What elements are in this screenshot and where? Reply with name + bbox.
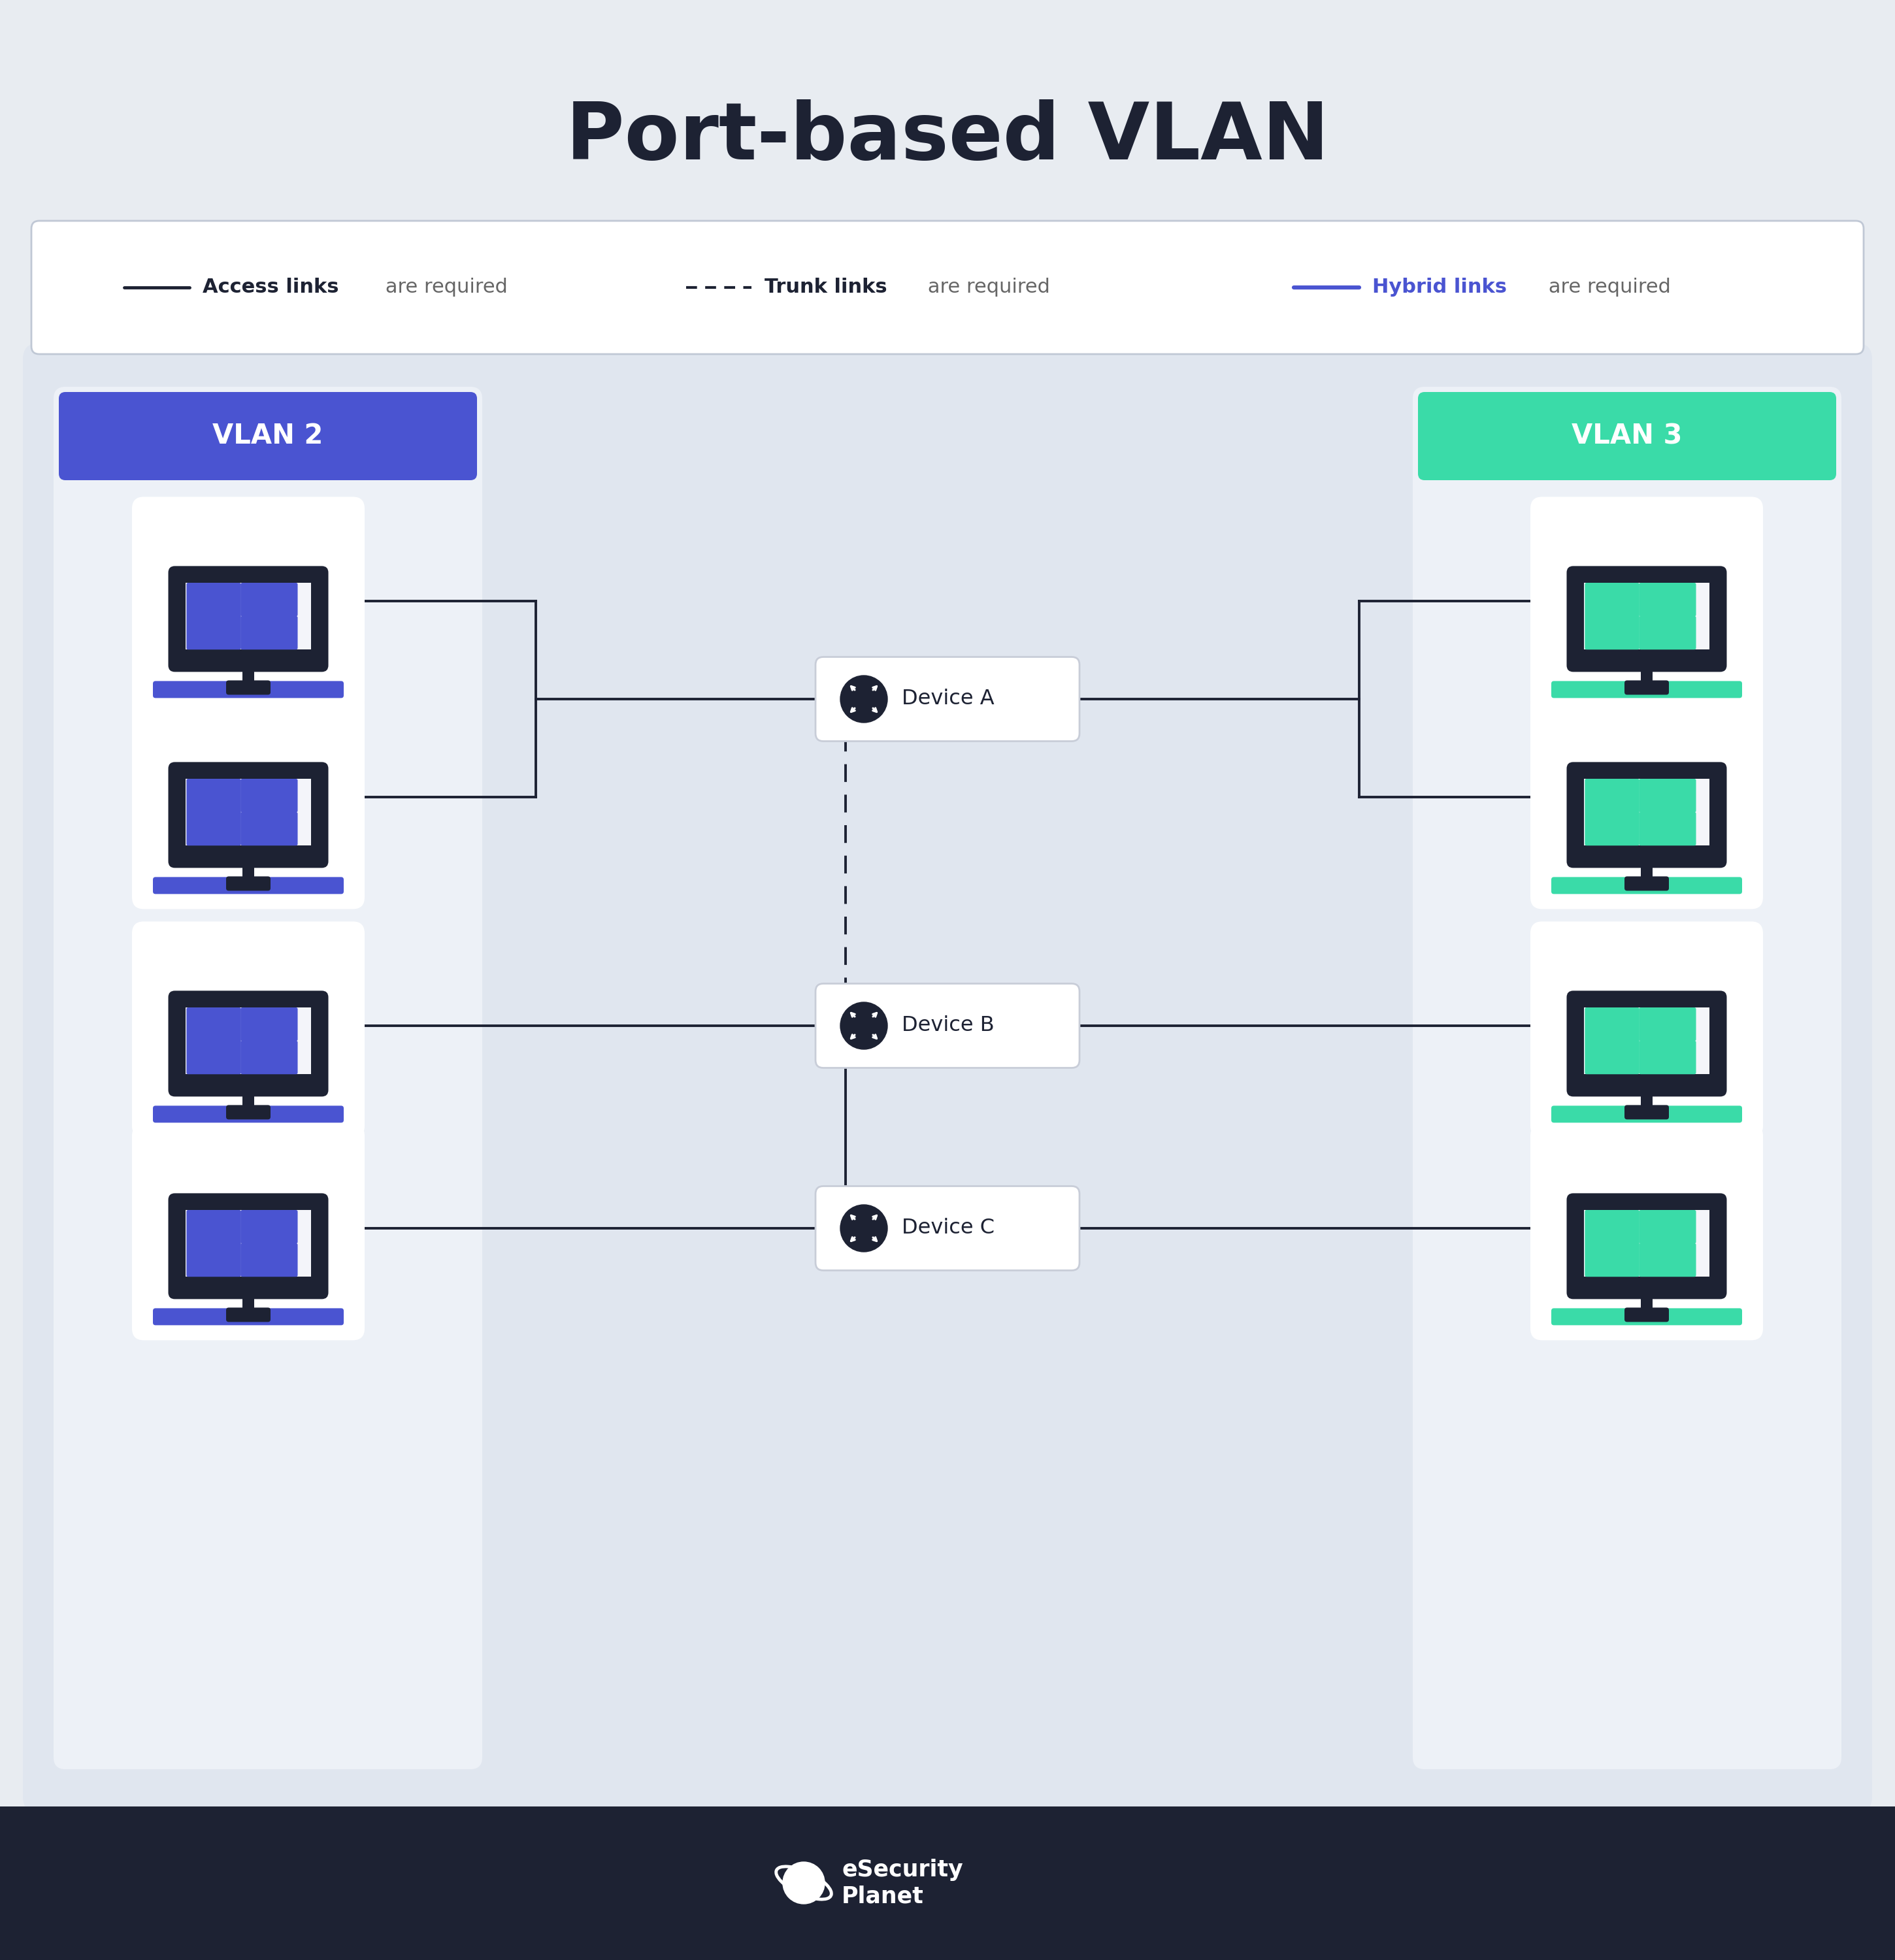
FancyBboxPatch shape bbox=[186, 778, 311, 845]
FancyBboxPatch shape bbox=[1639, 1243, 1696, 1276]
FancyBboxPatch shape bbox=[1531, 692, 1762, 909]
FancyBboxPatch shape bbox=[241, 811, 298, 845]
FancyBboxPatch shape bbox=[1584, 1209, 1709, 1276]
FancyBboxPatch shape bbox=[1641, 1090, 1652, 1107]
FancyBboxPatch shape bbox=[1584, 1007, 1639, 1074]
Text: Access links: Access links bbox=[203, 278, 339, 298]
FancyBboxPatch shape bbox=[241, 582, 298, 615]
FancyBboxPatch shape bbox=[169, 566, 328, 672]
FancyBboxPatch shape bbox=[243, 664, 254, 682]
FancyBboxPatch shape bbox=[1567, 1194, 1726, 1299]
FancyBboxPatch shape bbox=[226, 876, 271, 890]
FancyBboxPatch shape bbox=[186, 1209, 241, 1276]
FancyBboxPatch shape bbox=[1567, 566, 1726, 672]
FancyBboxPatch shape bbox=[815, 657, 1080, 741]
FancyBboxPatch shape bbox=[243, 1090, 254, 1107]
FancyBboxPatch shape bbox=[133, 1123, 364, 1341]
FancyBboxPatch shape bbox=[1584, 1209, 1639, 1276]
Text: Trunk links: Trunk links bbox=[764, 278, 887, 298]
FancyBboxPatch shape bbox=[153, 680, 343, 698]
FancyBboxPatch shape bbox=[226, 680, 271, 694]
FancyBboxPatch shape bbox=[241, 1243, 298, 1276]
Text: are required: are required bbox=[921, 278, 1050, 298]
FancyBboxPatch shape bbox=[243, 1292, 254, 1309]
FancyBboxPatch shape bbox=[133, 921, 364, 1137]
FancyBboxPatch shape bbox=[1639, 615, 1696, 649]
FancyBboxPatch shape bbox=[1641, 860, 1652, 878]
FancyBboxPatch shape bbox=[0, 1807, 1895, 1960]
Text: are required: are required bbox=[379, 278, 508, 298]
FancyBboxPatch shape bbox=[153, 1105, 343, 1123]
FancyBboxPatch shape bbox=[226, 1307, 271, 1321]
Text: are required: are required bbox=[1543, 278, 1671, 298]
FancyBboxPatch shape bbox=[1639, 582, 1696, 615]
Text: Device B: Device B bbox=[902, 1015, 995, 1035]
FancyBboxPatch shape bbox=[153, 876, 343, 894]
FancyBboxPatch shape bbox=[241, 778, 298, 811]
FancyBboxPatch shape bbox=[1417, 392, 1836, 480]
FancyBboxPatch shape bbox=[186, 1007, 311, 1074]
Circle shape bbox=[839, 1002, 887, 1049]
FancyBboxPatch shape bbox=[1624, 680, 1669, 694]
FancyBboxPatch shape bbox=[1624, 1307, 1669, 1321]
FancyBboxPatch shape bbox=[241, 1209, 298, 1243]
FancyBboxPatch shape bbox=[1552, 876, 1742, 894]
FancyBboxPatch shape bbox=[32, 221, 1863, 355]
FancyBboxPatch shape bbox=[1552, 1105, 1742, 1123]
FancyBboxPatch shape bbox=[1641, 664, 1652, 682]
FancyBboxPatch shape bbox=[1584, 582, 1639, 649]
FancyBboxPatch shape bbox=[241, 1041, 298, 1074]
FancyBboxPatch shape bbox=[1567, 762, 1726, 868]
FancyBboxPatch shape bbox=[241, 615, 298, 649]
FancyBboxPatch shape bbox=[1552, 1307, 1742, 1325]
FancyBboxPatch shape bbox=[1639, 1007, 1696, 1041]
FancyBboxPatch shape bbox=[1639, 811, 1696, 845]
FancyBboxPatch shape bbox=[1531, 921, 1762, 1137]
FancyBboxPatch shape bbox=[1414, 386, 1842, 1770]
FancyBboxPatch shape bbox=[1584, 582, 1709, 649]
FancyBboxPatch shape bbox=[815, 1186, 1080, 1270]
FancyBboxPatch shape bbox=[1584, 1007, 1709, 1074]
FancyBboxPatch shape bbox=[1531, 496, 1762, 713]
Text: Device A: Device A bbox=[902, 690, 995, 710]
FancyBboxPatch shape bbox=[1584, 778, 1639, 845]
FancyBboxPatch shape bbox=[1639, 1041, 1696, 1074]
FancyBboxPatch shape bbox=[226, 1105, 271, 1119]
FancyBboxPatch shape bbox=[1639, 778, 1696, 811]
FancyBboxPatch shape bbox=[186, 1209, 311, 1276]
FancyBboxPatch shape bbox=[1624, 876, 1669, 890]
Text: Hybrid links: Hybrid links bbox=[1372, 278, 1507, 298]
Text: Port-based VLAN: Port-based VLAN bbox=[567, 98, 1328, 176]
FancyBboxPatch shape bbox=[169, 990, 328, 1096]
Circle shape bbox=[839, 1205, 887, 1252]
Circle shape bbox=[783, 1862, 824, 1903]
FancyBboxPatch shape bbox=[1567, 990, 1726, 1096]
Text: Device C: Device C bbox=[902, 1217, 995, 1239]
FancyBboxPatch shape bbox=[53, 386, 481, 1770]
FancyBboxPatch shape bbox=[241, 1007, 298, 1041]
Text: VLAN 2: VLAN 2 bbox=[212, 421, 324, 449]
FancyBboxPatch shape bbox=[815, 984, 1080, 1068]
FancyBboxPatch shape bbox=[186, 778, 241, 845]
Circle shape bbox=[839, 676, 887, 723]
FancyBboxPatch shape bbox=[1641, 1292, 1652, 1309]
FancyBboxPatch shape bbox=[1584, 778, 1709, 845]
FancyBboxPatch shape bbox=[1624, 1105, 1669, 1119]
FancyBboxPatch shape bbox=[243, 860, 254, 878]
FancyBboxPatch shape bbox=[1639, 1209, 1696, 1243]
FancyBboxPatch shape bbox=[133, 692, 364, 909]
Text: eSecurity
Planet: eSecurity Planet bbox=[841, 1858, 963, 1907]
FancyBboxPatch shape bbox=[169, 1194, 328, 1299]
FancyBboxPatch shape bbox=[59, 392, 478, 480]
FancyBboxPatch shape bbox=[186, 1007, 241, 1074]
FancyBboxPatch shape bbox=[186, 582, 311, 649]
FancyBboxPatch shape bbox=[186, 582, 241, 649]
FancyBboxPatch shape bbox=[23, 343, 1872, 1813]
FancyBboxPatch shape bbox=[1552, 680, 1742, 698]
FancyBboxPatch shape bbox=[153, 1307, 343, 1325]
FancyBboxPatch shape bbox=[1531, 1123, 1762, 1341]
Text: VLAN 3: VLAN 3 bbox=[1571, 421, 1683, 449]
FancyBboxPatch shape bbox=[169, 762, 328, 868]
FancyBboxPatch shape bbox=[133, 496, 364, 713]
